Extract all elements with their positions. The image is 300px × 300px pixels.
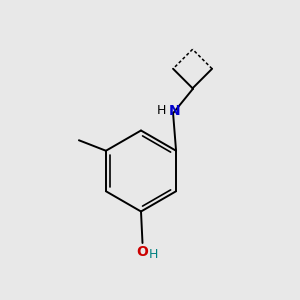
Text: H: H xyxy=(149,248,159,261)
Text: O: O xyxy=(136,245,148,259)
Text: H: H xyxy=(157,104,166,117)
Text: N: N xyxy=(169,104,180,118)
